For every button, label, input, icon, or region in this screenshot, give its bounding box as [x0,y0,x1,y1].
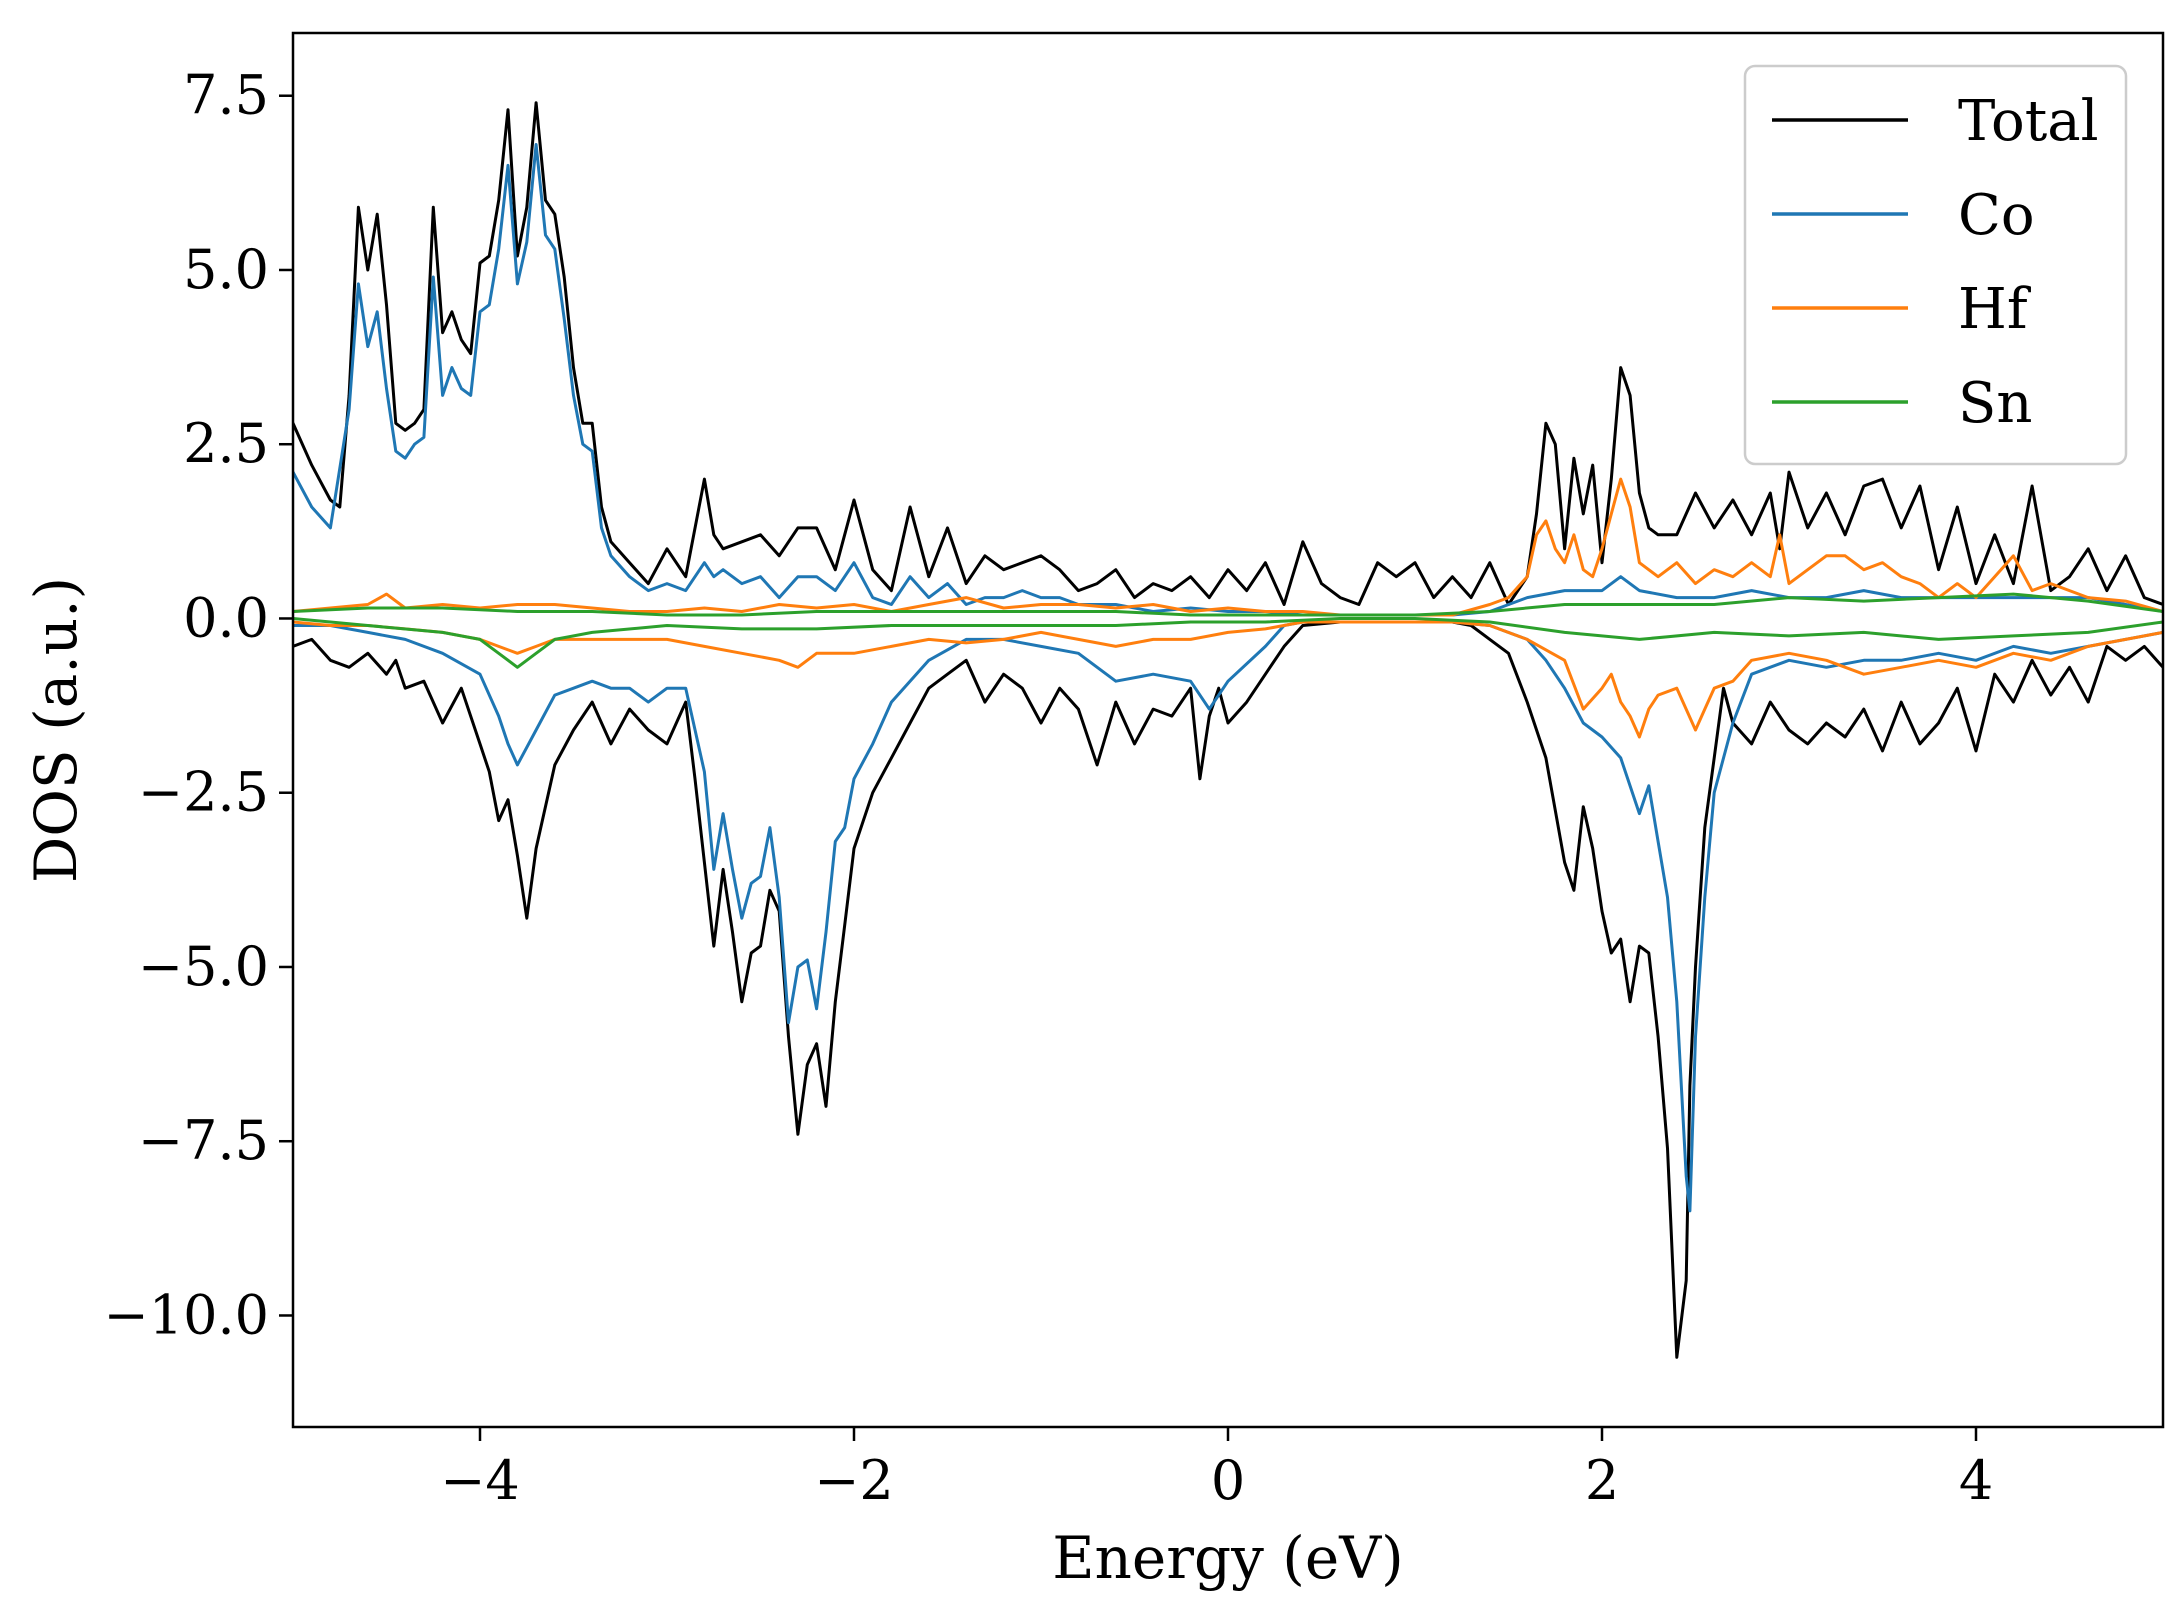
y-tick-label: −5.0 [138,935,269,998]
series-sn-spin-down-line [293,617,2163,669]
series-co-spin-up-line [293,143,2163,617]
legend-label-hf: Hf [1958,277,2032,342]
x-tick-label: 4 [1959,1449,1993,1512]
y-tick-label: −10.0 [104,1283,269,1346]
y-tick-label: −2.5 [138,761,269,824]
x-tick-label: −4 [440,1449,520,1512]
series-hf-spin-up-line [293,477,2163,617]
legend-box [1743,64,2128,466]
y-axis: −10.0 −7.5 −5.0 −2.5 0.0 2.5 5.0 7.5 [104,64,293,1346]
x-axis-label: Energy (eV) [1052,1524,1404,1592]
legend: Total Co Hf Sn [1743,64,2128,466]
x-tick-label: 2 [1585,1449,1619,1512]
legend-label-sn: Sn [1958,371,2032,436]
series-co-spin-down-line [293,620,2163,1213]
series-total-spin-down-line [293,620,2163,1359]
y-tick-label: 2.5 [183,412,269,475]
series-layer [293,101,2163,1359]
y-tick-label: 5.0 [183,238,269,301]
series-hf-spin-down-line [293,620,2163,739]
y-tick-label: 0.0 [183,586,269,649]
x-axis: −4 −2 0 2 4 [440,1427,1993,1512]
x-tick-label: 0 [1211,1449,1245,1512]
series-total-spin-up-line [293,101,2163,606]
y-tick-label: 7.5 [183,64,269,127]
y-tick-label: −7.5 [138,1109,269,1172]
series-sn-spin-up-line [293,592,2163,617]
legend-label-co: Co [1958,183,2035,248]
y-axis-label: DOS (a.u.) [22,577,90,883]
x-tick-label: −2 [814,1449,894,1512]
legend-label-total: Total [1958,89,2099,154]
